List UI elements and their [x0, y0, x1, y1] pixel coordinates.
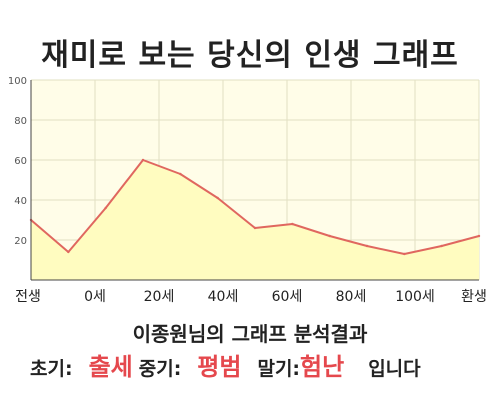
- late-stage-label: 말기:: [257, 358, 301, 380]
- y-tick-label: 60: [14, 156, 27, 167]
- data-point: [141, 158, 145, 162]
- data-point: [291, 222, 294, 226]
- x-tick-label: 20세: [144, 289, 175, 305]
- data-point: [216, 196, 219, 200]
- data-point: [328, 234, 331, 238]
- y-tick-label: 40: [14, 196, 27, 207]
- data-point: [253, 226, 257, 230]
- chart-title: 재미로 보는 당신의 인생 그래프: [41, 38, 459, 73]
- life-area-chart: 20 40 60 80 100 전생 0세 20세 40세 60세 80세 100세 환생: [8, 76, 487, 305]
- data-point: [179, 172, 182, 176]
- x-tick-label: 60세: [272, 289, 303, 305]
- ending-text: 입니다: [368, 358, 421, 380]
- data-point: [67, 250, 70, 254]
- stage-summary: 초기: 출세 중기: 평범 말기:험난 입니다: [30, 347, 490, 382]
- x-tick-label: 환생: [461, 289, 487, 305]
- x-tick-label: 80세: [336, 289, 367, 305]
- y-tick-label: 100: [8, 76, 27, 87]
- y-tick-label: 20: [14, 236, 27, 247]
- x-tick-label: 100세: [395, 289, 435, 305]
- data-point: [104, 206, 107, 210]
- x-tick-label: 40세: [208, 289, 239, 305]
- x-tick-label: 0세: [84, 289, 106, 305]
- data-point: [403, 252, 406, 256]
- mid-stage-value: 평범: [197, 353, 242, 381]
- y-tick-label: 80: [14, 116, 27, 127]
- data-point: [440, 244, 443, 248]
- analysis-title: 이종원님의 그래프 분석결과: [132, 322, 368, 346]
- data-point: [477, 234, 481, 238]
- data-point: [365, 244, 369, 248]
- x-tick-label: 전생: [15, 289, 41, 305]
- area-fill: [31, 160, 479, 280]
- early-stage-value: 출세: [88, 353, 133, 381]
- late-stage-value: 험난: [300, 353, 345, 381]
- early-stage-label: 초기:: [30, 358, 73, 380]
- mid-stage-label: 중기:: [138, 358, 182, 380]
